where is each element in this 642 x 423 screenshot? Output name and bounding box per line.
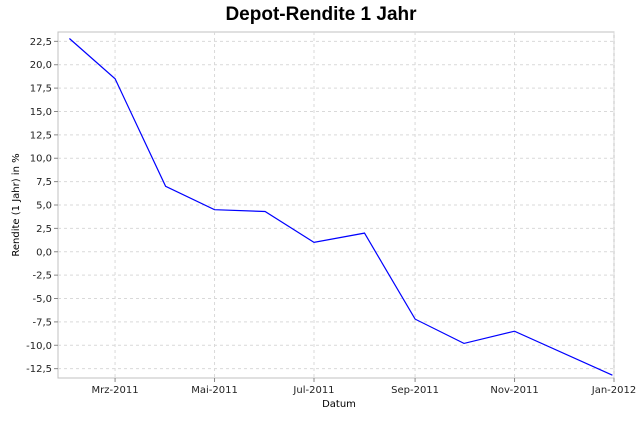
y-tick-label: 0,0 xyxy=(36,247,52,258)
x-tick-label: Jul-2011 xyxy=(292,385,334,396)
chart-title: Depot-Rendite 1 Jahr xyxy=(225,4,417,25)
x-tick-label: Mai-2011 xyxy=(191,385,238,396)
y-tick-label: 22,5 xyxy=(30,37,52,48)
y-tick-label: -7,5 xyxy=(32,317,52,328)
y-tick-label: 5,0 xyxy=(36,201,52,212)
y-tick-label: -12,5 xyxy=(26,364,52,375)
x-tick-label: Jan-2012 xyxy=(591,385,636,396)
y-tick-label: 12,5 xyxy=(30,130,52,141)
y-tick-label: -2,5 xyxy=(32,271,52,282)
x-axis-ticks: Mrz-2011 Mai-2011 Jul-2011 Sep-2011 Nov-2011… xyxy=(92,378,636,396)
x-tick-label: Sep-2011 xyxy=(391,385,439,396)
y-tick-label: 20,0 xyxy=(30,60,52,71)
grid-lines xyxy=(58,32,615,378)
y-tick-label: 17,5 xyxy=(30,84,52,95)
series-line xyxy=(69,38,613,376)
y-axis-ticks: -12,5 -10,0 -7,5 -5,0 -2,5 0,0 2,5 5,0 7,5 10,0 12… xyxy=(26,37,58,375)
y-tick-label: 15,0 xyxy=(30,107,52,118)
series-group xyxy=(69,38,613,376)
x-tick-label: Nov-2011 xyxy=(490,385,538,396)
x-tick-label: Mrz-2011 xyxy=(92,385,139,396)
y-axis-label: Rendite (1 Jahr) in % xyxy=(11,153,22,256)
y-tick-label: -5,0 xyxy=(32,294,52,305)
y-tick-label: -10,0 xyxy=(26,341,52,352)
x-axis-label: Datum xyxy=(322,399,356,410)
y-tick-label: 10,0 xyxy=(30,154,52,165)
y-tick-label: 7,5 xyxy=(36,177,52,188)
y-tick-label: 2,5 xyxy=(36,224,52,235)
